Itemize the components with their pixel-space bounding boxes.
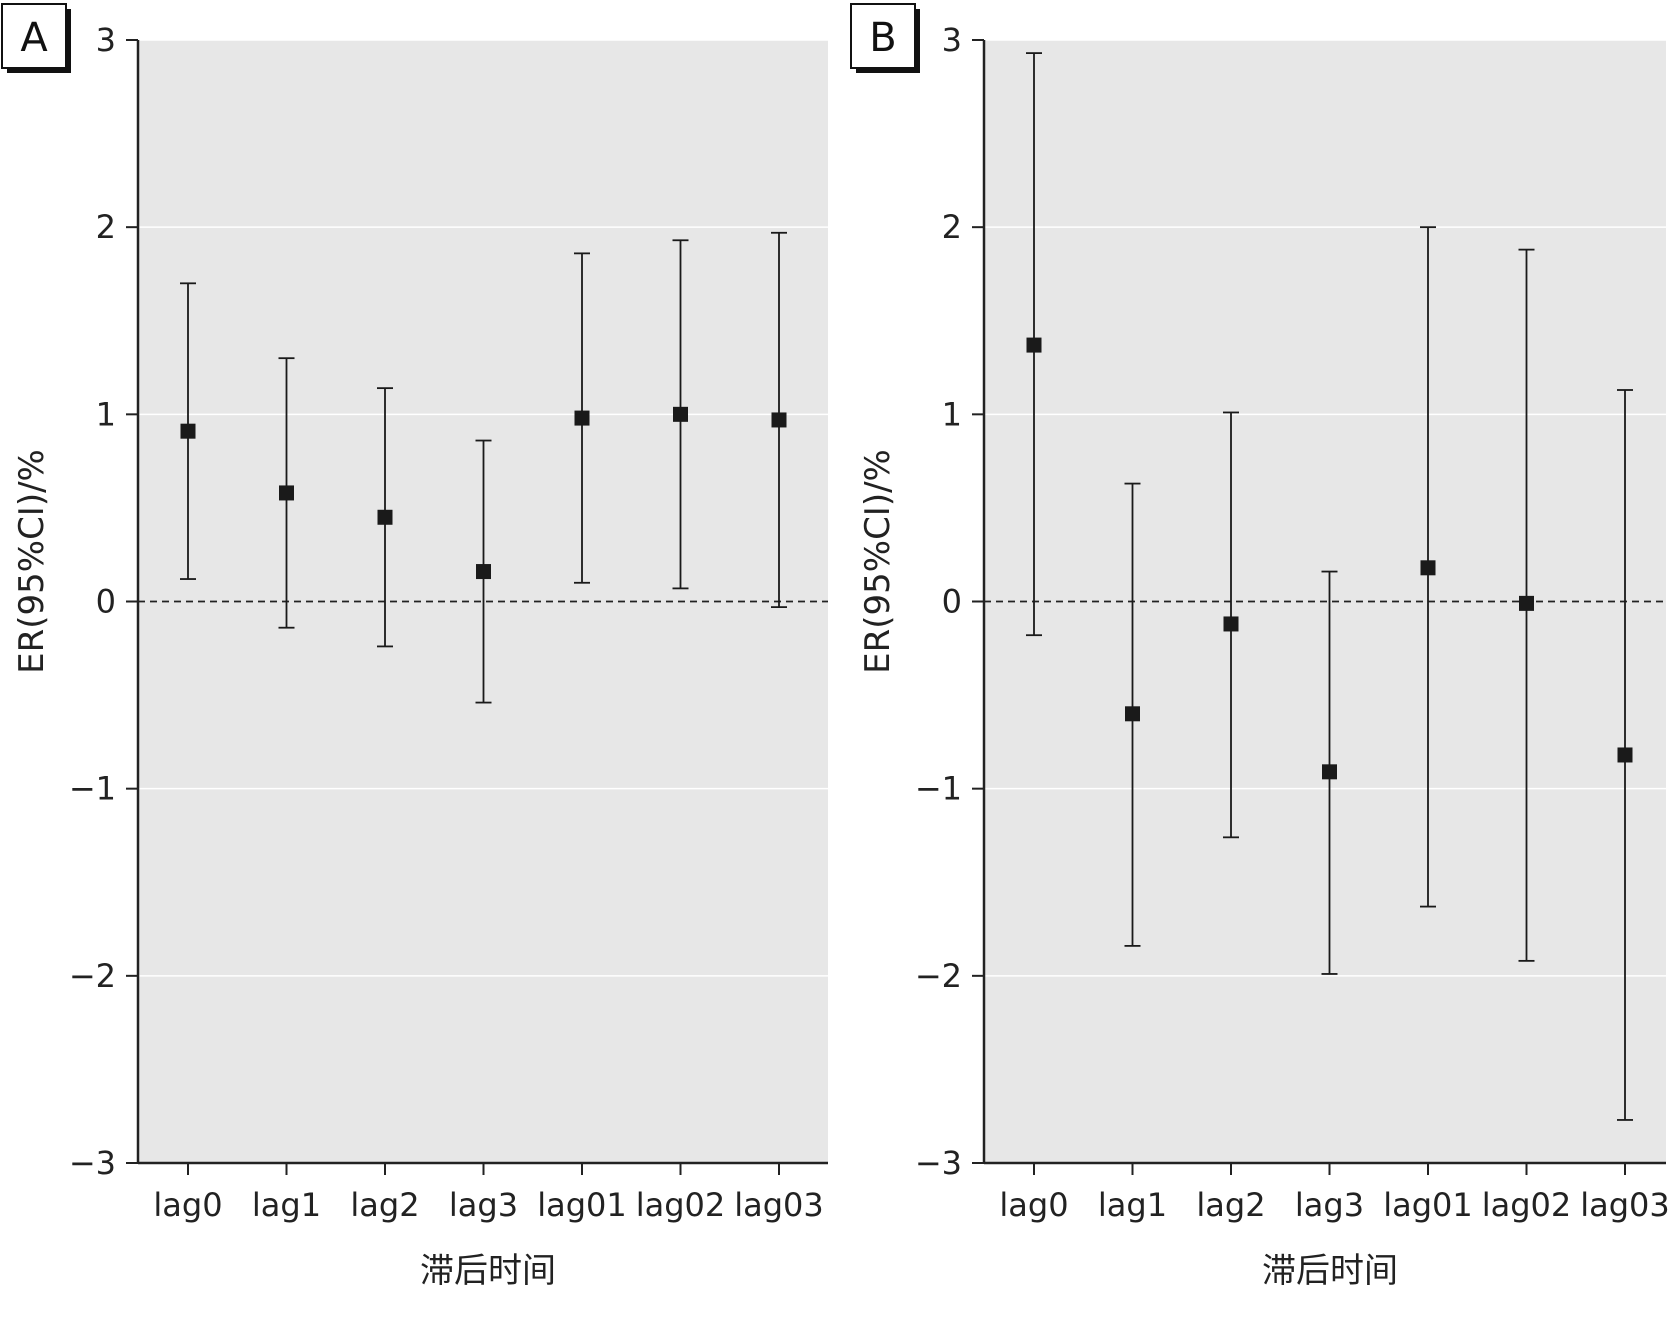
error-bar-lag01 [1420, 226, 1436, 908]
x-tick-label-lag2: lag2 [1196, 1186, 1265, 1224]
error-bar-lag0 [180, 282, 196, 580]
error-bar-lag3 [1321, 570, 1338, 975]
x-axis-title: 滞后时间 [420, 1251, 556, 1291]
point-estimate-marker [377, 509, 393, 525]
point-estimate-marker [279, 485, 294, 501]
error-bar-lag2 [1223, 411, 1239, 839]
point-estimate-marker [180, 423, 196, 439]
y-tick-label: −3 [69, 1144, 116, 1182]
point-estimate-marker [1125, 706, 1140, 722]
panel-b: −3 −2 −1 0 1 2 3 lag0 lag1 lag2 lag3 lag01 lag02 lag0… [850, 3, 1670, 1291]
error-bar-lag02 [1518, 248, 1535, 962]
error-bar-lag03 [1617, 389, 1633, 1121]
y-tick-label: −1 [915, 770, 962, 808]
x-tick-label-lag1: lag1 [252, 1186, 321, 1224]
point-estimate-marker [1223, 616, 1239, 632]
y-tick-label: 1 [942, 395, 962, 433]
y-tick-label: 2 [96, 208, 116, 246]
panel-label: A [20, 15, 48, 61]
x-tick-label-lag3: lag3 [449, 1186, 518, 1224]
error-bar-lag1 [1124, 482, 1141, 947]
point-estimate-marker [1519, 595, 1534, 611]
error-bar-lag01 [574, 252, 590, 584]
y-tick-label: −3 [915, 1144, 962, 1182]
point-estimate-marker [1026, 337, 1042, 353]
x-tick-label-lag2: lag2 [350, 1186, 419, 1224]
x-tick-label-lag1: lag1 [1098, 1186, 1167, 1224]
y-tick-label: −2 [915, 957, 962, 995]
y-axis-title: ER(95%CI)/% [858, 449, 898, 674]
x-tick-label-lag01: lag01 [537, 1186, 627, 1224]
point-estimate-marker [1420, 560, 1436, 576]
panel-label: B [869, 15, 896, 61]
x-tick-label-lag0: lag0 [153, 1186, 222, 1224]
y-tick-label: −1 [69, 770, 116, 808]
x-tick-label-lag03: lag03 [1580, 1186, 1670, 1224]
point-estimate-marker [673, 406, 688, 422]
y-tick-label: 3 [96, 21, 116, 59]
x-tick-label-lag03: lag03 [734, 1186, 824, 1224]
x-tick-label-lag3: lag3 [1295, 1186, 1364, 1224]
error-bar-lag0 [1026, 52, 1042, 637]
point-estimate-marker [476, 564, 491, 580]
point-estimate-marker [771, 412, 787, 428]
y-tick-label: 3 [942, 21, 962, 59]
error-bar-lag1 [278, 357, 295, 629]
x-tick-label-lag01: lag01 [1383, 1186, 1473, 1224]
x-tick-label-lag0: lag0 [999, 1186, 1068, 1224]
y-tick-label: −2 [69, 957, 116, 995]
panel-label-box [850, 3, 916, 69]
error-bar-lag3 [475, 439, 492, 704]
error-bar-lag2 [377, 387, 393, 648]
error-bar-lag02 [672, 239, 689, 590]
panel-a: −3 −2 −1 0 1 2 3 lag0 lag1 lag2 lag3 lag01 lag02 lag0… [1, 3, 828, 1291]
panel-label-box [1, 3, 67, 69]
point-estimate-marker [1617, 747, 1633, 763]
y-tick-label: 0 [96, 583, 116, 621]
point-estimate-marker [574, 410, 590, 426]
y-axis-title: ER(95%CI)/% [12, 449, 52, 674]
x-axis-title: 滞后时间 [1262, 1251, 1398, 1291]
x-tick-label-lag02: lag02 [1482, 1186, 1572, 1224]
error-bar-lag03 [771, 231, 787, 609]
point-estimate-marker [1322, 764, 1337, 780]
x-tick-label-lag02: lag02 [636, 1186, 726, 1224]
y-tick-label: 1 [96, 395, 116, 433]
y-tick-label: 0 [942, 583, 962, 621]
y-tick-label: 2 [942, 208, 962, 246]
